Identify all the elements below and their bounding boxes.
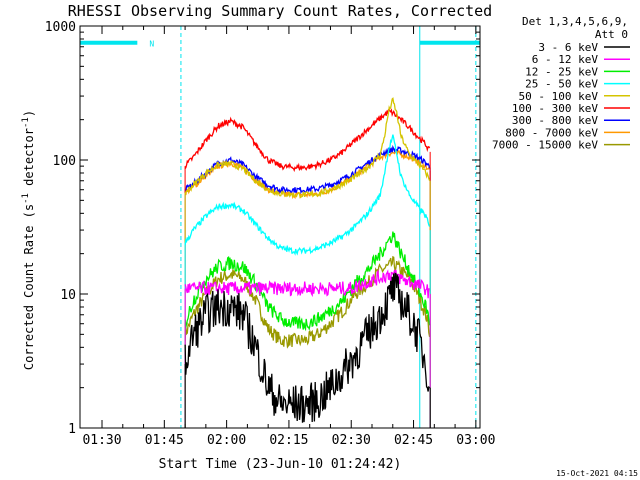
x-tick-label: 01:45 <box>145 433 184 448</box>
legend-label: 3 - 6 keV <box>538 41 598 54</box>
axes: 01:30 01:45 02:00 02:15 02:30 02:45 03:00 1 10 10… <box>45 20 496 448</box>
legend-label: 100 - 300 keV <box>512 102 598 115</box>
legend-label: 25 - 50 keV <box>525 78 598 91</box>
series-line <box>184 272 431 423</box>
plot-frame <box>79 25 481 429</box>
footer-timestamp: 15-Oct-2021 04:15 <box>556 469 638 478</box>
legend-header-1: Det 1,3,4,5,6,9, <box>522 15 628 28</box>
legend-label: 50 - 100 keV <box>519 90 599 103</box>
series-line <box>184 231 431 332</box>
chart-title: RHESSI Observing Summary Count Rates, Co… <box>68 2 492 20</box>
y-axis-label: Corrected Count Rate (s-1 detector-1) <box>21 110 36 370</box>
legend-label: 12 - 25 keV <box>525 65 598 78</box>
x-tick-label: 02:15 <box>269 433 308 448</box>
plot-area: N <box>80 26 480 428</box>
legend-label: 300 - 800 keV <box>512 114 598 127</box>
series-line <box>184 149 431 200</box>
series-line <box>184 108 431 173</box>
legend-label: 6 - 12 keV <box>532 53 599 66</box>
y-tick-label: 1 <box>68 422 76 437</box>
y-tick-label: 1000 <box>45 20 76 35</box>
series-line <box>184 269 430 299</box>
x-tick-label: 02:45 <box>394 433 433 448</box>
legend-label: 7000 - 15000 keV <box>492 139 598 152</box>
y-tick-label: 100 <box>53 154 76 169</box>
series-line <box>184 255 431 349</box>
series-line <box>184 134 431 256</box>
x-tick-label: 03:00 <box>456 433 495 448</box>
bar-marker: N <box>149 40 154 49</box>
legend-header-2: Att 0 <box>595 28 628 41</box>
y-tick-label: 10 <box>60 288 76 303</box>
series-line <box>184 144 431 195</box>
legend-label: 800 - 7000 keV <box>505 126 598 139</box>
x-tick-label: 02:30 <box>332 433 371 448</box>
x-tick-label: 02:00 <box>207 433 246 448</box>
series-line <box>184 97 431 199</box>
x-tick-label: 01:30 <box>82 433 121 448</box>
x-axis-label: Start Time (23-Jun-10 01:24:42) <box>159 457 402 472</box>
